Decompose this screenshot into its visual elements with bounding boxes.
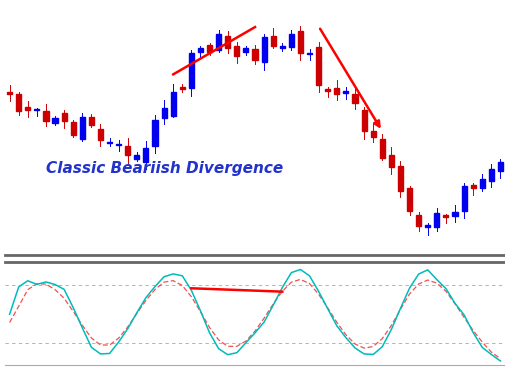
Bar	[16, 94, 21, 111]
Bar	[480, 179, 485, 188]
Bar	[443, 215, 448, 217]
Bar	[89, 117, 94, 126]
Bar	[7, 92, 12, 94]
Bar	[498, 162, 503, 171]
Bar	[43, 111, 48, 121]
Bar	[271, 36, 276, 46]
Bar	[462, 186, 467, 211]
Bar	[307, 52, 312, 54]
Bar	[434, 213, 439, 227]
Bar	[134, 155, 139, 159]
Bar	[371, 131, 376, 137]
Bar	[252, 49, 258, 60]
Bar	[489, 169, 494, 181]
Bar	[225, 36, 230, 48]
Bar	[280, 46, 285, 48]
Text: Classic Beariish Divergence: Classic Beariish Divergence	[46, 161, 284, 176]
Bar	[71, 121, 76, 135]
Bar	[180, 87, 185, 89]
Bar	[153, 120, 158, 146]
Bar	[162, 108, 167, 118]
Bar	[80, 117, 85, 139]
Bar	[471, 185, 476, 188]
Bar	[125, 146, 130, 155]
Bar	[389, 155, 394, 167]
Bar	[107, 142, 112, 143]
Bar	[62, 113, 67, 121]
Bar	[425, 225, 430, 227]
Bar	[34, 109, 39, 110]
Bar	[416, 215, 421, 226]
Bar	[143, 148, 148, 161]
Bar	[207, 45, 212, 51]
Bar	[243, 48, 248, 52]
Bar	[53, 118, 58, 123]
Bar	[116, 143, 121, 145]
Bar	[407, 189, 412, 211]
Bar	[352, 94, 358, 103]
Bar	[298, 31, 303, 52]
Bar	[380, 139, 385, 158]
Bar	[316, 47, 321, 85]
Bar	[343, 91, 348, 92]
Bar	[325, 89, 330, 91]
Bar	[362, 110, 367, 131]
Bar	[198, 48, 203, 52]
Bar	[234, 46, 239, 56]
Bar	[189, 53, 194, 88]
Bar	[452, 212, 458, 216]
Bar	[289, 34, 294, 47]
Bar	[25, 107, 30, 110]
Bar	[216, 34, 221, 50]
Bar	[398, 166, 403, 190]
Bar	[334, 88, 339, 94]
Bar	[262, 37, 267, 62]
Bar	[98, 129, 103, 140]
Bar	[171, 92, 176, 116]
